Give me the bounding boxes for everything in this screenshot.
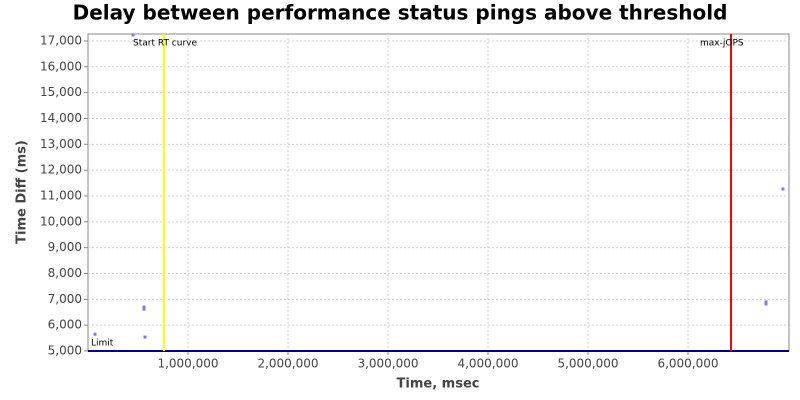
y-tick-label: 6,000 bbox=[48, 318, 82, 332]
y-tick-label: 15,000 bbox=[40, 85, 82, 99]
x-axis-label: Time, msec bbox=[397, 377, 480, 392]
point bbox=[143, 335, 147, 339]
point bbox=[142, 307, 146, 311]
y-tick-label: 9,000 bbox=[48, 240, 82, 254]
point bbox=[93, 332, 97, 336]
x-tick-label: 2,000,000 bbox=[257, 357, 318, 371]
y-tick-label: 17,000 bbox=[40, 33, 82, 47]
point bbox=[764, 302, 768, 306]
marker-label: Start RT curve bbox=[133, 39, 197, 49]
y-tick-label: 14,000 bbox=[40, 111, 82, 125]
marker-label: Limit bbox=[91, 339, 114, 349]
y-axis-label: Time Diff (ms) bbox=[15, 140, 30, 244]
y-tick-label: 8,000 bbox=[48, 266, 82, 280]
x-tick-label: 1,000,000 bbox=[157, 357, 218, 371]
plot-area bbox=[87, 33, 790, 352]
point bbox=[142, 305, 146, 309]
y-tick-label: 10,000 bbox=[40, 214, 82, 228]
y-tick-label: 13,000 bbox=[40, 137, 82, 151]
x-tick-label: 6,000,000 bbox=[657, 357, 718, 371]
point bbox=[764, 300, 768, 304]
point bbox=[781, 187, 785, 191]
point bbox=[131, 33, 135, 37]
y-tick-label: 11,000 bbox=[40, 188, 82, 202]
x-tick-label: 3,000,000 bbox=[357, 357, 418, 371]
x-tick-label: 5,000,000 bbox=[557, 357, 618, 371]
y-tick-label: 5,000 bbox=[48, 344, 82, 358]
y-tick-label: 16,000 bbox=[40, 59, 82, 73]
x-tick-label: 4,000,000 bbox=[457, 357, 518, 371]
marker-label: max-jOPS bbox=[700, 39, 744, 49]
y-tick-label: 7,000 bbox=[48, 292, 82, 306]
y-tick-label: 12,000 bbox=[40, 163, 82, 177]
chart-title: Delay between performance status pings a… bbox=[73, 1, 728, 25]
